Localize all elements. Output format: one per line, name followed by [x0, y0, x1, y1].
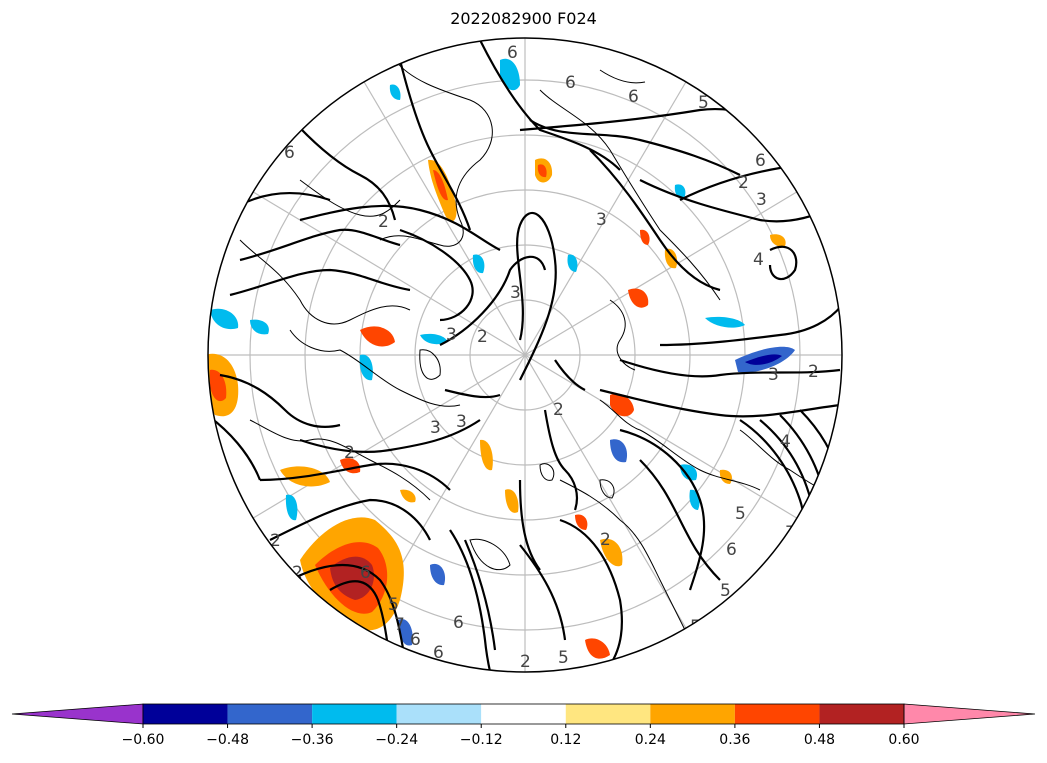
contour-lines: [208, 39, 842, 672]
contour-label: 6: [284, 143, 295, 163]
contour-label: 3: [596, 210, 607, 230]
contour-label: 3: [456, 412, 467, 432]
contour-label: 5: [720, 581, 731, 601]
colorbar-tick-label: −0.60: [122, 732, 165, 748]
colorbar-tick-label: 0.48: [804, 732, 835, 748]
colorbar-cell: [143, 704, 228, 724]
colorbar-cell: [734, 704, 820, 724]
contour-label: 7: [394, 615, 405, 635]
contour-label: 2: [553, 400, 564, 420]
contour-label: 3: [756, 190, 767, 210]
contour-label: 2: [520, 652, 531, 672]
colorbar-extend-low: [11, 703, 144, 725]
colorbar-tick-label: −0.48: [206, 732, 249, 748]
coastlines: [239, 59, 836, 641]
colorbar: −0.60 −0.48 −0.36 −0.24 −0.12 0.12 0.24 0.36 0.4…: [11, 703, 1036, 748]
contour-label: 3: [446, 325, 457, 345]
contour-label: 5: [558, 648, 569, 668]
colorbar-tick-label: 0.36: [719, 732, 750, 748]
contour-label: 2: [808, 362, 819, 382]
contour-label: 4: [780, 432, 791, 452]
contour-label: 2: [477, 327, 488, 347]
contour-labels: 6 6 6 6 5 6 2 3 3 4 2 3 2 3 3 3 2 2 2 2 …: [270, 43, 819, 672]
contour-label: 5: [735, 504, 746, 524]
contour-label: 2: [270, 531, 281, 551]
map-title: 2022082900 F024: [450, 9, 597, 28]
colorbar-ticks: −0.60 −0.48 −0.36 −0.24 −0.12 0.12 0.24 0.36 0.4…: [122, 724, 920, 748]
contour-label: 6: [433, 643, 444, 663]
colorbar-frame: [142, 703, 905, 725]
colorbar-cell: [819, 704, 904, 724]
colorbar-cell: [227, 704, 313, 724]
contour-label: 2: [378, 212, 389, 232]
contour-label: 3: [510, 283, 521, 303]
colorbar-cell: [565, 704, 651, 724]
contour-label: 2: [738, 173, 749, 193]
colorbar-cell: [396, 704, 482, 724]
contour-label: 6: [410, 630, 421, 650]
contour-label: 5: [388, 595, 399, 615]
colorbar-cell: [650, 704, 735, 724]
colorbar-cell: [312, 704, 397, 724]
colorbar-cell: [481, 704, 566, 724]
colorbar-tick-label: 0.24: [635, 732, 666, 748]
colorbar-tick-label: −0.12: [460, 732, 503, 748]
contour-label: 6: [755, 151, 766, 171]
contour-label: 2: [344, 443, 355, 463]
contour-label: 3: [768, 365, 779, 385]
contour-label: 6: [726, 540, 737, 560]
colorbar-tick-label: −0.24: [375, 732, 418, 748]
contour-label: 4: [753, 250, 764, 270]
colorbar-cells: [11, 703, 1036, 725]
contour-label: 2: [600, 530, 611, 550]
contour-label: 3: [430, 418, 441, 438]
polar-map: 6 6 6 6 5 6 2 3 3 4 2 3 2 3 3 3 2 2 2 2 …: [207, 37, 843, 673]
contour-label: 6: [360, 563, 371, 583]
contour-label: 6: [565, 73, 576, 93]
map-boundary: [207, 37, 843, 673]
contour-label: 6: [628, 87, 639, 107]
colorbar-tick-label: 0.60: [888, 732, 919, 748]
contour-label: 5: [698, 93, 709, 113]
contour-label: 2: [292, 563, 303, 583]
colorbar-extend-high: [903, 703, 1036, 725]
contour-label: 6: [453, 613, 464, 633]
colorbar-tick-label: −0.36: [291, 732, 334, 748]
colorbar-tick-label: 0.12: [550, 732, 581, 748]
contour-label: 6: [507, 43, 518, 63]
